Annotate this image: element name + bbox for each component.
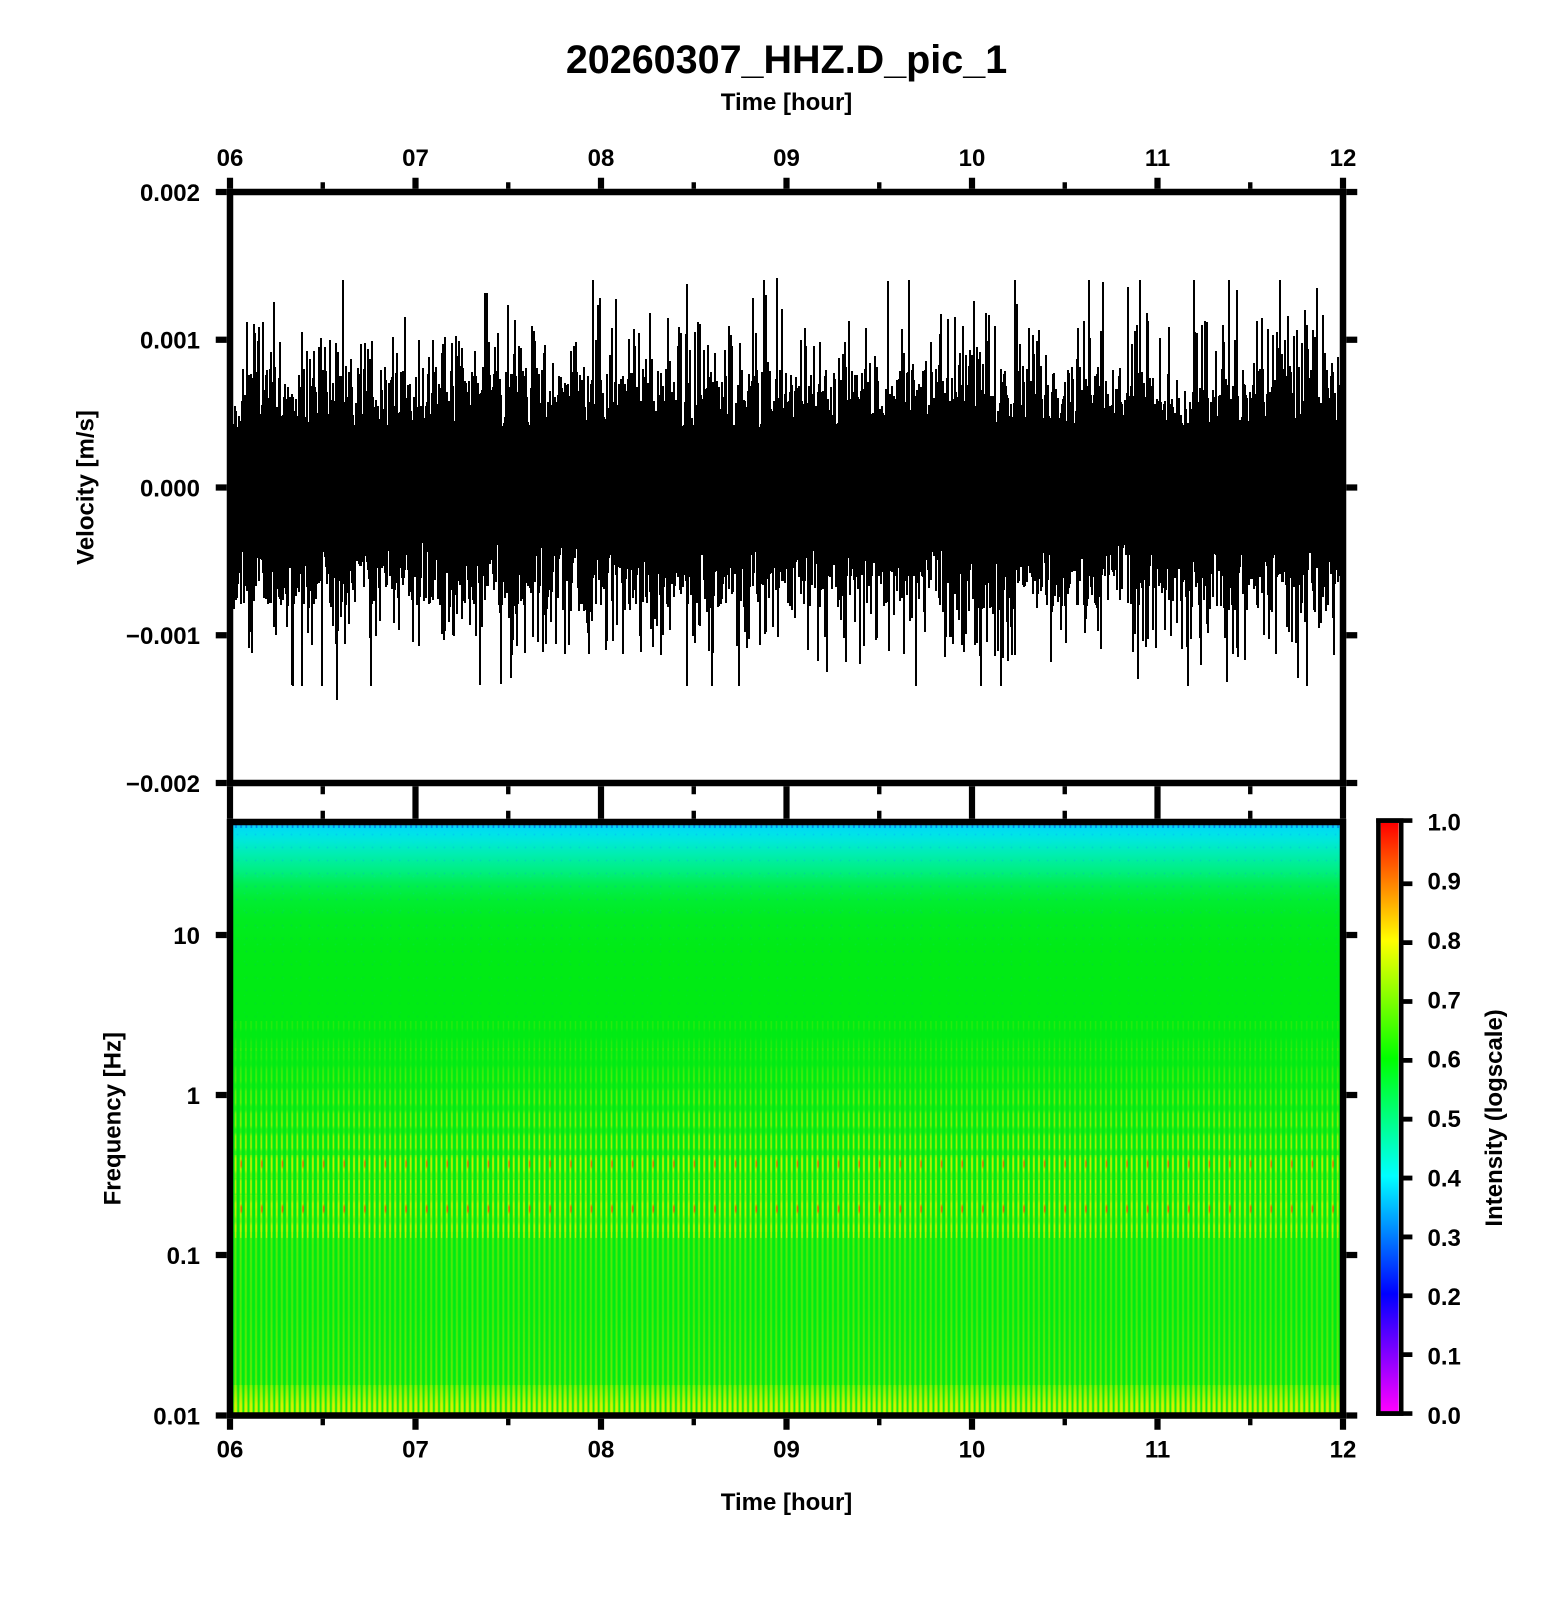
- svg-text:08: 08: [588, 1437, 615, 1464]
- svg-text:10: 10: [959, 145, 986, 172]
- svg-text:12: 12: [1330, 1437, 1357, 1464]
- svg-text:09: 09: [773, 1437, 800, 1464]
- svg-text:Intensity (logscale): Intensity (logscale): [1481, 1009, 1508, 1226]
- svg-text:0.0: 0.0: [1428, 1403, 1461, 1430]
- svg-text:20260307_HHZ.D_pic_1: 20260307_HHZ.D_pic_1: [566, 38, 1007, 82]
- svg-text:Velocity [m/s]: Velocity [m/s]: [73, 410, 100, 565]
- svg-text:Time [hour]: Time [hour]: [721, 89, 853, 116]
- svg-text:0.001: 0.001: [140, 328, 200, 355]
- svg-text:0.6: 0.6: [1428, 1047, 1461, 1074]
- svg-text:0.5: 0.5: [1428, 1106, 1461, 1133]
- svg-text:11: 11: [1145, 145, 1170, 172]
- svg-text:Time [hour]: Time [hour]: [721, 1489, 853, 1516]
- svg-text:Frequency [Hz]: Frequency [Hz]: [100, 1032, 127, 1205]
- svg-text:07: 07: [402, 1437, 429, 1464]
- svg-text:09: 09: [773, 145, 800, 172]
- svg-text:−0.001: −0.001: [126, 623, 200, 650]
- svg-text:0.8: 0.8: [1428, 928, 1461, 955]
- svg-text:0.9: 0.9: [1428, 869, 1461, 896]
- svg-text:06: 06: [217, 1437, 244, 1464]
- svg-text:11: 11: [1145, 1437, 1170, 1464]
- svg-text:0.3: 0.3: [1428, 1225, 1461, 1252]
- svg-text:08: 08: [588, 145, 615, 172]
- svg-text:0.7: 0.7: [1428, 987, 1461, 1014]
- svg-text:10: 10: [959, 1437, 986, 1464]
- svg-text:1.0: 1.0: [1428, 809, 1461, 836]
- svg-text:0.1: 0.1: [167, 1243, 200, 1270]
- svg-text:06: 06: [217, 145, 244, 172]
- svg-text:0.000: 0.000: [140, 475, 200, 502]
- svg-text:0.4: 0.4: [1428, 1165, 1462, 1192]
- svg-text:07: 07: [402, 145, 429, 172]
- svg-text:0.002: 0.002: [140, 180, 200, 207]
- svg-text:0.2: 0.2: [1428, 1284, 1461, 1311]
- svg-text:1: 1: [187, 1083, 200, 1110]
- svg-text:0.01: 0.01: [153, 1403, 200, 1430]
- svg-text:10: 10: [173, 923, 200, 950]
- svg-text:0.1: 0.1: [1428, 1344, 1461, 1371]
- svg-text:−0.002: −0.002: [126, 771, 200, 798]
- svg-text:12: 12: [1330, 145, 1357, 172]
